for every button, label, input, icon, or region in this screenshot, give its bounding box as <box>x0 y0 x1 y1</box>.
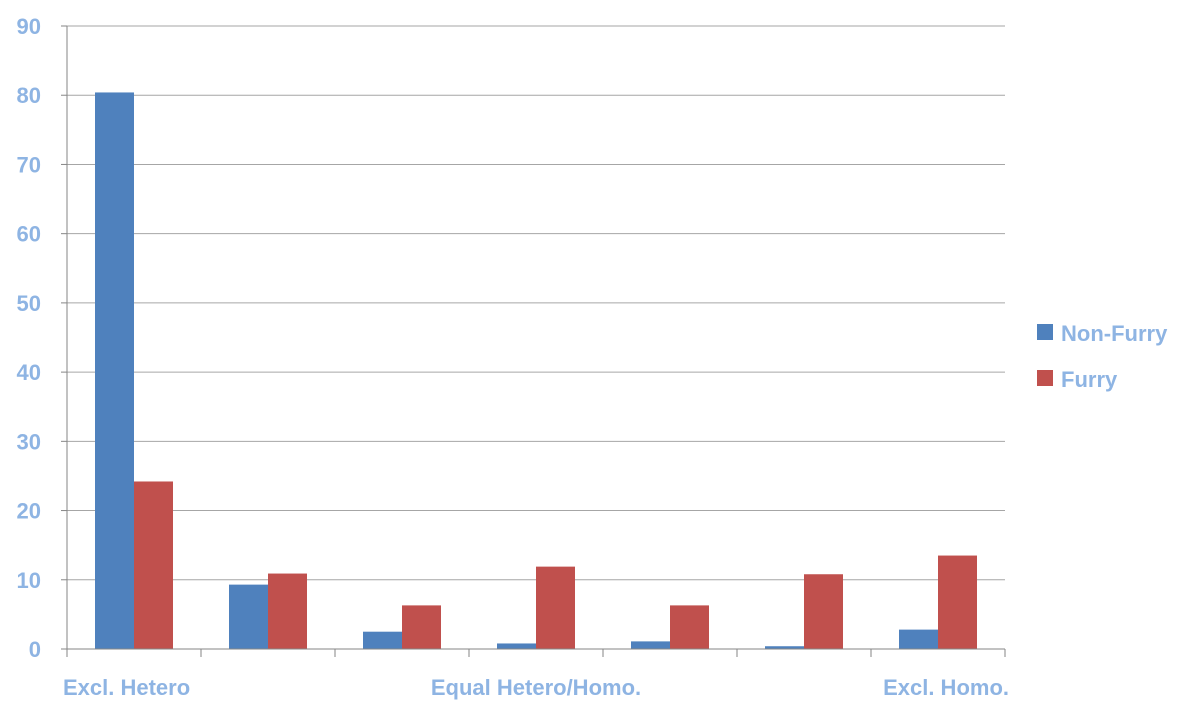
axes: 0 10 20 30 40 50 60 70 80 90 Excl. Hetero Equal Het… <box>17 14 1009 700</box>
bar-furry-0 <box>134 481 173 649</box>
y-tick-label: 50 <box>17 291 41 316</box>
y-tick-label: 90 <box>17 14 41 39</box>
x-category-label: Equal Hetero/Homo. <box>431 675 641 700</box>
x-category-label: Excl. Hetero <box>63 675 190 700</box>
y-tick-label: 20 <box>17 499 41 524</box>
bar-furry-5 <box>804 574 843 649</box>
y-tick-label: 10 <box>17 568 41 593</box>
y-tick-label: 0 <box>29 637 41 662</box>
bar-furry-3 <box>536 566 575 649</box>
bar-furry-6 <box>938 555 977 649</box>
y-tick-label: 30 <box>17 429 41 454</box>
bars <box>95 92 977 650</box>
bar-non-furry-2 <box>363 631 402 649</box>
legend-label: Non-Furry <box>1061 321 1168 346</box>
legend-label: Furry <box>1061 367 1118 392</box>
gridlines <box>67 25 1005 581</box>
y-tick-label: 80 <box>17 83 41 108</box>
bar-non-furry-0 <box>95 92 134 650</box>
legend: Non-Furry Furry <box>1037 321 1168 392</box>
bar-non-furry-4 <box>631 641 670 649</box>
bar-non-furry-6 <box>899 629 938 649</box>
bar-furry-1 <box>268 573 307 649</box>
bar-non-furry-5 <box>765 646 804 649</box>
legend-swatch <box>1037 324 1053 340</box>
x-category-label: Excl. Homo. <box>883 675 1009 700</box>
bar-non-furry-1 <box>229 584 268 649</box>
bar-non-furry-3 <box>497 643 536 649</box>
bar-furry-4 <box>670 605 709 649</box>
bar-furry-2 <box>402 605 441 649</box>
y-tick-label: 70 <box>17 152 41 177</box>
y-tick-label: 60 <box>17 222 41 247</box>
y-tick-label: 40 <box>17 360 41 385</box>
legend-swatch <box>1037 370 1053 386</box>
